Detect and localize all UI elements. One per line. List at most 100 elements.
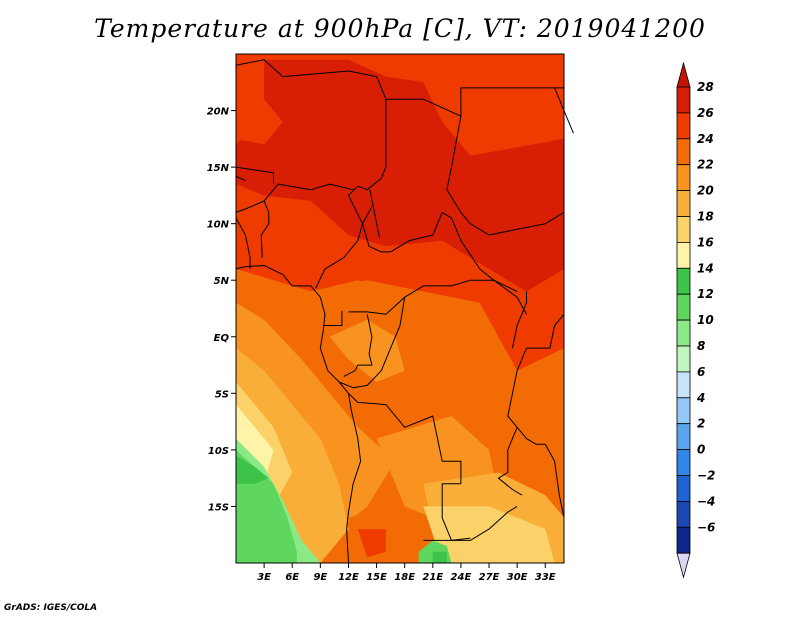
colorbar-label: 24 [697,132,714,146]
colorbar-swatch [676,112,691,140]
lon-tick-label: 18E [394,572,415,583]
lon-tick-label: 9E [313,572,327,583]
field-region-c26 [357,529,386,558]
lon-tick-label: 27E [479,572,500,583]
colorbar-swatch [676,526,691,554]
colorbar-label: 4 [696,391,705,405]
colorbar-label: 6 [697,365,705,379]
colorbar-label: 8 [697,339,705,353]
lat-tick-label: 20N [207,107,230,118]
colorbar-label: 14 [697,261,714,275]
colorbar-label: 12 [697,287,714,301]
latitude-axis: 20N 15N 10N 5N EQ 5S 10S 15S [207,107,236,513]
colorbar-label: 0 [697,443,705,457]
border-line [323,310,343,326]
border-line [470,211,565,236]
grads-credit: GrADS: IGES/COLA [4,603,98,613]
lon-tick-label: 3E [257,572,271,583]
border-line [235,166,274,185]
temperature-field [236,54,564,563]
colorbar-swatch [676,475,691,502]
lat-tick-label: 5S [215,389,229,400]
longitude-axis: 3E 6E 9E 12E 15E 18E 21E 24E 27E 30E 33E [257,563,556,583]
lat-tick-label: 10S [208,446,229,457]
colorbar-top-triangle [676,61,691,88]
lat-tick-label: 5N [214,276,230,287]
colorbar-swatch [676,423,691,451]
border-line [348,311,386,315]
colorbar-label: −4 [697,494,715,508]
lon-tick-label: 30E [507,572,528,583]
border-line [376,76,387,179]
colorbar-label: −2 [697,469,715,483]
colorbar-label: 28 [697,80,714,94]
colorbar-label: 20 [697,184,714,198]
colorbar-label: 16 [697,235,714,249]
colorbar-swatch [676,86,691,114]
colorbar-swatch [676,345,691,373]
colorbar-swatch [676,138,691,166]
colorbar-label: 2 [697,417,705,431]
lon-tick-label: 12E [338,572,359,583]
colorbar-swatch [676,371,691,399]
border-line [235,59,377,78]
map-frame [235,53,565,564]
field-region-hot [236,59,564,292]
border-line [544,443,565,518]
field-region-c18 [423,506,555,563]
colorbar-swatch [676,293,691,321]
border-line [235,183,354,213]
border-line [385,279,527,315]
colorbar-swatch [676,319,691,347]
border-line [338,297,406,389]
lat-tick-label: 10N [207,220,230,231]
colorbar-swatch [676,267,691,295]
border-line [390,211,518,292]
colorbar-bottom-triangle [676,552,691,579]
colorbar-swatch [676,216,691,243]
colorbar-label: 22 [697,158,714,172]
border-line [441,483,518,541]
border-line [235,265,362,564]
colorbar-swatch [676,397,691,425]
lon-tick-label: 15E [366,572,387,583]
colorbar-label: 10 [697,313,714,327]
border-line [348,392,462,484]
lat-tick-label: 15N [207,163,230,174]
colorbar-swatch [676,449,691,476]
lon-tick-label: 24E [451,572,472,583]
lon-tick-label: 21E [422,572,443,583]
border-line [348,178,391,253]
colorbar-label: −6 [697,520,715,534]
border-line [423,537,471,541]
country-borders [235,59,574,564]
field-region-g14 [236,455,269,484]
border-line [369,189,380,238]
colorbar-label: 26 [697,106,714,120]
border-line [385,87,564,117]
field-region-g14 [432,551,447,563]
colorbar-swatch [676,500,691,528]
field-region-c26 [236,93,283,145]
border-line [526,313,565,349]
border-line [235,175,246,182]
border-line [343,314,373,377]
border-line [497,427,523,496]
colorbar-swatch [676,190,691,217]
border-line [446,116,471,225]
lon-tick-label: 6E [285,572,299,583]
border-line [315,206,373,289]
field-region-c22 [329,319,405,382]
colorbar-label: 18 [697,210,714,224]
colorbar-swatch [676,164,691,191]
border-line [507,347,546,445]
lon-tick-label: 33E [535,572,556,583]
border-line [512,291,527,349]
chart-title: Temperature at 900hPa [C], VT: 201904120… [94,14,706,43]
lat-tick-label: EQ [214,333,230,344]
border-line [260,200,270,258]
border-line [235,217,251,269]
lat-tick-label: 15S [208,502,229,513]
